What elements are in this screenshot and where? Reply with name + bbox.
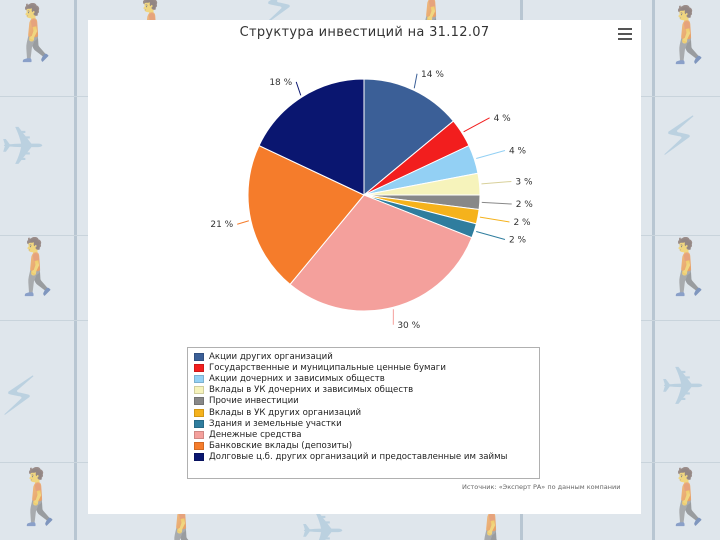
pie-data-label-6: 2 %: [509, 235, 527, 245]
pie-connector-0: [413, 73, 418, 89]
legend-swatch: [194, 419, 204, 428]
pie-connector-2: [476, 150, 506, 160]
chart-title: Структура инвестиций на 31.12.07: [239, 25, 490, 40]
pie-connector-8: [237, 220, 249, 225]
legend-item-7[interactable]: Денежные средства: [194, 429, 539, 440]
legend-swatch: [194, 453, 204, 462]
legend-label: Акции дочерних и зависимых обществ: [209, 373, 385, 384]
pie-connector-9: [295, 81, 302, 96]
legend-item-6[interactable]: Здания и земельные участки: [194, 418, 539, 429]
pie-data-label-5: 2 %: [513, 218, 531, 228]
pie-data-label-9: 18 %: [269, 78, 292, 88]
chart-panel: Структура инвестиций на 31.12.07 14 % 4 %…: [88, 20, 641, 514]
pie-connector-6: [476, 230, 506, 240]
hamburger-menu-icon[interactable]: [618, 28, 632, 40]
legend-label: Вклады в УК дочерних и зависимых обществ: [209, 385, 414, 396]
legend-item-8[interactable]: Банковские вклады (депозиты): [194, 441, 539, 452]
legend-label: Акции других организаций: [209, 351, 333, 362]
pie-data-label-8: 21 %: [210, 220, 233, 230]
legend-item-0[interactable]: Акции других организаций: [194, 351, 539, 362]
pie-slice-7[interactable]: [289, 194, 473, 312]
legend-label: Здания и земельные участки: [209, 418, 342, 429]
legend-item-1[interactable]: Государственные и муниципальные ценные б…: [194, 362, 539, 373]
legend-label: Денежные средства: [209, 429, 302, 440]
pie-data-label-0: 14 %: [421, 70, 444, 80]
legend-label: Вклады в УК других организаций: [209, 407, 362, 418]
pie-data-label-1: 4 %: [494, 114, 512, 124]
legend-item-4[interactable]: Прочие инвестиции: [194, 396, 539, 407]
legend-label: Прочие инвестиции: [209, 396, 299, 407]
legend-item-3[interactable]: Вклады в УК дочерних и зависимых обществ: [194, 385, 539, 396]
legend-swatch: [194, 442, 204, 451]
legend-label: Государственные и муниципальные ценные б…: [209, 362, 446, 373]
legend-swatch: [194, 397, 204, 406]
pie-slice-9[interactable]: [258, 78, 365, 196]
legend-item-9[interactable]: Долговые ц.б. других организаций и предо…: [194, 452, 539, 463]
legend-swatch: [194, 430, 204, 439]
pie-chart: 14 % 4 % 4 % 3 % 2 % 2 % 2 % 30 % 21 % 18 %: [210, 70, 534, 331]
pie-connector-4: [481, 201, 512, 205]
pie-slice-8[interactable]: [247, 144, 365, 286]
legend-item-2[interactable]: Акции дочерних и зависимых обществ: [194, 373, 539, 384]
pie-data-label-3: 3 %: [515, 177, 533, 187]
pie-connector-5: [479, 216, 510, 223]
pie-data-label-7: 30 %: [397, 321, 420, 331]
pie-connector-3: [481, 180, 512, 185]
legend-label: Долговые ц.б. других организаций и предо…: [209, 452, 508, 463]
legend-swatch: [194, 363, 204, 372]
legend-swatch: [194, 374, 204, 383]
chart-legend: Акции других организаций Государственные …: [187, 347, 540, 479]
legend-swatch: [194, 408, 204, 417]
source-note: Источник: «Эксперт РА» по данным компани…: [462, 483, 621, 491]
legend-label: Банковские вклады (депозиты): [209, 441, 353, 452]
legend-swatch: [194, 352, 204, 361]
pie-slice-0[interactable]: [363, 78, 455, 197]
legend-item-5[interactable]: Вклады в УК других организаций: [194, 407, 539, 418]
pie-connector-1: [463, 117, 490, 133]
pie-data-label-2: 4 %: [509, 147, 527, 157]
legend-swatch: [194, 386, 204, 395]
pie-data-label-4: 2 %: [516, 200, 534, 210]
